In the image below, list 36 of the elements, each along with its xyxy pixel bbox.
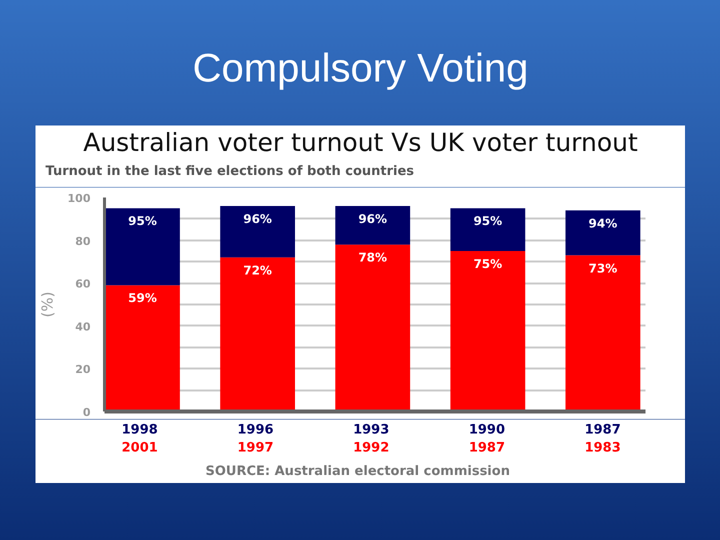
data-label: 72% (243, 263, 272, 278)
y-tick-label: 80 (75, 234, 91, 248)
source-note: SOURCE: Australian electoral commission (206, 464, 510, 479)
bar (566, 210, 640, 256)
data-label: 78% (358, 250, 388, 265)
x-tick-label: 1998 2001 (122, 422, 158, 456)
bar (450, 251, 526, 412)
x-tick-label: 1993 1992 (353, 422, 390, 456)
y-tick-label: 0 (82, 406, 91, 419)
x-tick-label: 1987 1983 (584, 422, 621, 456)
y-tick-label: 40 (75, 320, 91, 334)
data-label: 73% (588, 261, 618, 276)
bar (220, 206, 295, 258)
x-tick-label: 1996 1997 (237, 422, 274, 456)
total-label: 96% (243, 212, 272, 226)
total-label: 96% (358, 212, 388, 226)
x-tick-label: 1990 1987 (468, 422, 506, 456)
data-label: 75% (473, 257, 502, 271)
y-axis-title: (%) (38, 292, 57, 318)
bar (105, 285, 180, 412)
total-label: 95% (128, 214, 157, 228)
chart-title: Compulsory Voting (192, 46, 528, 90)
total-label: 95% (473, 214, 502, 228)
bar (566, 255, 640, 412)
text: Turnout in the last five elections of both countries (46, 164, 414, 179)
y-tick-label: 60 (75, 278, 91, 291)
data-label: 59% (128, 291, 157, 306)
bar (335, 206, 410, 245)
total-label: 94% (588, 216, 618, 230)
bar (220, 257, 295, 412)
y-tick-label: 20 (75, 363, 91, 376)
y-tick-label: 100 (68, 192, 91, 205)
chart-subtitle: Australian voter turnout Vs UK voter turnout (83, 128, 638, 157)
bar (335, 244, 410, 412)
bar (105, 208, 180, 286)
bar (450, 208, 526, 251)
